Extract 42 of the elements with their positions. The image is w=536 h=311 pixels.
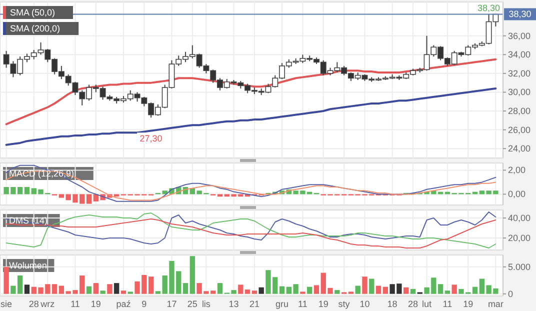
x-tick-label: lut: [422, 299, 432, 309]
legend-label: SMA (200,0): [10, 24, 60, 34]
x-tick-label: 10: [360, 299, 370, 309]
y-tick-label: 34,00: [508, 50, 531, 60]
x-tick-label: sie: [0, 299, 12, 309]
x-tick-label: sty: [338, 299, 350, 309]
y-tick-label: 24,00: [508, 144, 531, 154]
x-tick-label: gru: [276, 299, 289, 309]
x-tick-label: 11: [298, 299, 308, 309]
y-tick-label: 0,00: [508, 189, 526, 200]
x-tick-label: 18: [387, 299, 398, 309]
x-tick-label: 11: [70, 299, 80, 309]
y-tick-label: 40,00: [508, 213, 531, 223]
annotation: 38,30: [478, 3, 500, 14]
ref-line-label: 38,30: [508, 9, 532, 20]
y-tick-label: 26,00: [508, 124, 531, 135]
x-tick-label: 19: [318, 299, 328, 309]
x-tick-label: paź: [116, 299, 132, 309]
x-tick-label: lis: [202, 299, 211, 309]
x-tick-label: 28: [28, 299, 39, 309]
y-tick-label: 36,00: [508, 30, 531, 41]
y-tick-label: 5.000: [508, 262, 531, 272]
x-tick-label: wrz: [40, 299, 56, 309]
y-tick-label: 2,00: [508, 165, 526, 176]
y-tick-label: 30,00: [508, 87, 531, 98]
x-tick-label: 19: [463, 299, 474, 309]
y-tick-label: 32,00: [508, 68, 531, 78]
x-tick-label: 13: [228, 299, 239, 309]
y-tick-label: 20,00: [508, 233, 531, 243]
x-tick-label: 11: [442, 299, 452, 309]
legend-label: SMA (50,0): [10, 8, 56, 18]
y-tick-label: 28,00: [508, 106, 531, 116]
x-tick-label: 17: [166, 299, 177, 309]
x-tick-label: 21: [249, 299, 260, 309]
text: DMS (14): [9, 216, 48, 226]
x-tick-label: mar: [488, 299, 504, 309]
annotation: 27,30: [140, 134, 162, 144]
x-tick-label: 25: [187, 299, 198, 309]
x-tick-label: 9: [142, 299, 147, 309]
x-tick-label: 28: [408, 299, 418, 309]
x-tick-label: 19: [90, 299, 101, 309]
y-tick-label: 0: [508, 288, 514, 299]
